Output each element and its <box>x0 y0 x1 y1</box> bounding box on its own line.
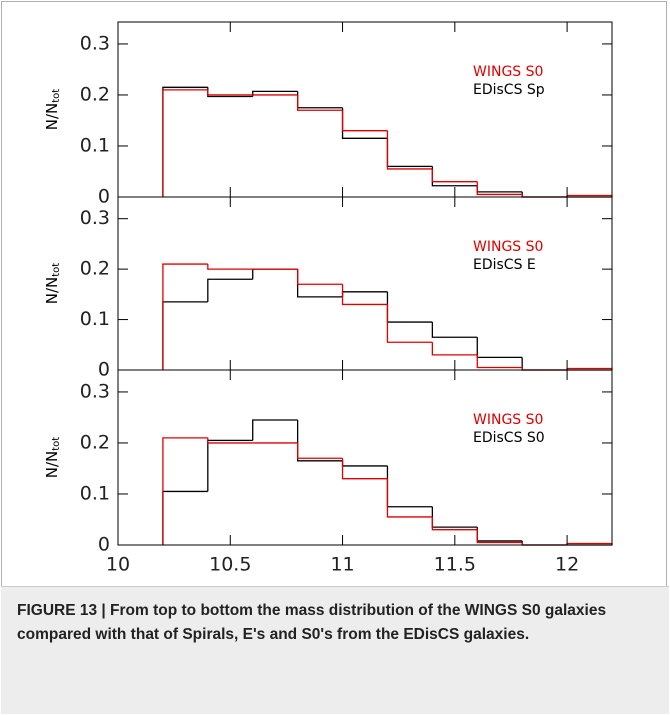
histogram-bin <box>252 268 298 280</box>
plot-frame <box>117 369 613 546</box>
y-axis-label-subscript: tot <box>51 263 62 277</box>
histogram-bin <box>476 181 523 196</box>
histogram-bin <box>431 516 478 531</box>
histogram-bin <box>207 439 253 492</box>
y-axis-label-text: N/N <box>43 277 61 305</box>
histogram-bin <box>386 465 433 508</box>
histogram-bin <box>476 354 523 369</box>
histogram-bin <box>521 191 568 198</box>
histogram-bin <box>162 86 208 197</box>
plot-frame <box>117 196 613 371</box>
histogram-bin <box>341 460 388 467</box>
y-axis-label-text: N/N <box>43 103 61 131</box>
histogram-bin <box>476 529 523 544</box>
y-tick-label: 0.1 <box>80 308 110 330</box>
histogram-bin <box>431 342 478 356</box>
legend-entry: EDisCS S0 <box>473 430 545 446</box>
y-tick-label: 0 <box>98 186 110 208</box>
y-tick-label: 0.3 <box>80 380 110 402</box>
y-tick-label: 0.2 <box>80 431 110 453</box>
histogram-bin <box>296 91 343 109</box>
histogram-bin <box>296 269 343 285</box>
histogram-bin <box>431 168 478 183</box>
y-tick-label: 0 <box>98 534 110 556</box>
legend-entry: EDisCS E <box>473 257 536 273</box>
histogram-bin <box>207 437 253 444</box>
histogram-bin <box>341 291 388 297</box>
histogram-bin <box>207 89 253 96</box>
y-tick-label: 0.2 <box>80 258 110 280</box>
histogram-bin <box>162 301 208 370</box>
y-tick-label: 0.3 <box>80 32 110 54</box>
histogram-bin <box>162 89 208 197</box>
histogram-bin <box>521 357 568 371</box>
histogram-bin <box>296 420 343 462</box>
legend-entry: WINGS S0 <box>473 412 543 428</box>
histogram-bin <box>341 284 388 306</box>
histogram-bin <box>341 458 388 480</box>
x-tick-label: 12 <box>555 554 579 576</box>
legend-entry: WINGS S0 <box>473 64 543 80</box>
histogram-bin <box>162 490 208 545</box>
y-tick-label: 0.3 <box>80 207 110 229</box>
plot-frame <box>117 21 613 198</box>
y-tick-label: 0.2 <box>80 83 110 105</box>
y-axis-label: N/Ntot <box>43 437 63 479</box>
histogram-bin <box>386 130 433 170</box>
histogram-bin <box>207 278 253 302</box>
histogram-bin <box>431 166 478 187</box>
histogram-bin <box>341 110 388 132</box>
histogram-bin <box>386 478 433 518</box>
histogram-bin <box>386 138 433 168</box>
y-tick-label: 0.1 <box>80 134 110 156</box>
histogram-bin <box>386 291 433 323</box>
legend-entry: WINGS S0 <box>473 239 543 255</box>
y-tick-label: 0.1 <box>80 482 110 504</box>
histogram-bin <box>162 437 208 545</box>
histogram-bin <box>431 506 478 528</box>
histogram-bin <box>252 90 298 97</box>
histogram-bin <box>296 442 343 459</box>
y-axis-label-subscript: tot <box>51 89 62 103</box>
histogram-bin <box>476 185 523 193</box>
histogram-bin <box>296 269 343 298</box>
y-axis-label: N/Ntot <box>43 89 63 131</box>
x-tick-label: 11 <box>330 554 354 576</box>
histogram-bin <box>476 337 523 359</box>
histogram-bin <box>252 419 298 441</box>
histogram-bin <box>162 263 208 370</box>
y-tick-label: 0 <box>98 359 110 381</box>
histogram-bin <box>341 107 388 139</box>
y-axis-label: N/Ntot <box>43 263 63 305</box>
legend-entry: EDisCS Sp <box>473 82 545 98</box>
x-tick-label: 11.5 <box>434 554 476 576</box>
histogram-bin <box>296 94 343 111</box>
y-axis-label-text: N/N <box>43 451 61 479</box>
histogram-bin <box>431 322 478 338</box>
y-axis-label-subscript: tot <box>51 437 62 451</box>
histogram-bin <box>386 304 433 343</box>
caption: FIGURE 13 | From top to bottom the mass … <box>1 586 669 714</box>
histogram-bin <box>476 527 523 542</box>
x-tick-label: 10 <box>106 554 130 576</box>
histogram-bin <box>207 264 253 270</box>
x-tick-label: 10.5 <box>209 554 251 576</box>
